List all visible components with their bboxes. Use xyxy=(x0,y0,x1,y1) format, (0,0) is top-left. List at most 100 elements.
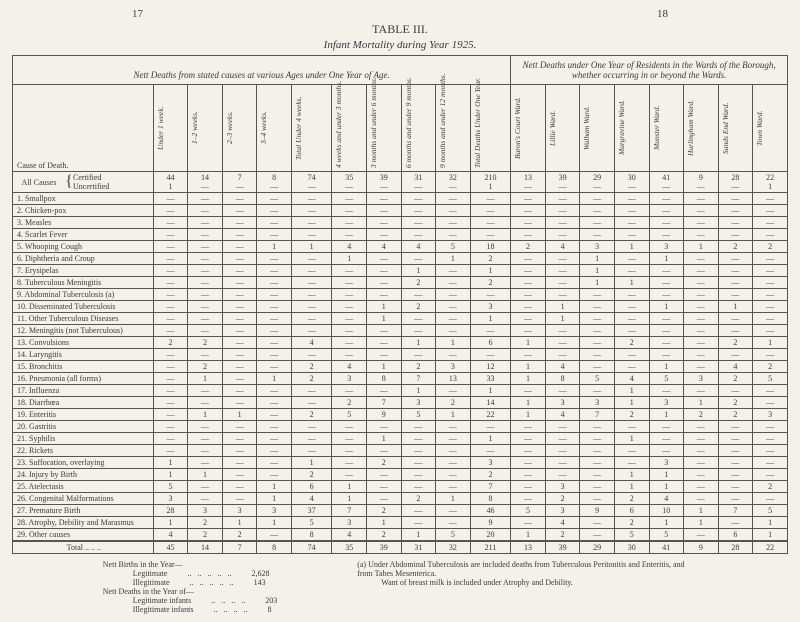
cause-row: 10. Disseminated Tuberculosis——————12—3—… xyxy=(13,301,788,313)
data-cell: 1 xyxy=(257,373,292,385)
data-cell: — xyxy=(332,421,367,433)
data-cell: 3 xyxy=(580,397,615,409)
cause-name: 6. Diphtheria and Croup xyxy=(13,253,154,265)
data-cell: 6 xyxy=(470,337,511,349)
data-cell: — xyxy=(332,313,367,325)
data-cell: — xyxy=(222,301,257,313)
data-cell: — xyxy=(684,469,719,481)
data-cell: — xyxy=(257,229,292,241)
total-cell: 29 xyxy=(580,541,615,554)
data-cell: — xyxy=(291,313,332,325)
data-cell: 1 xyxy=(401,385,436,397)
data-cell: — xyxy=(545,445,580,457)
data-cell: 7 xyxy=(401,373,436,385)
col-header: 3 months and under 6 months. xyxy=(369,86,378,170)
data-cell: — xyxy=(257,397,292,409)
all-causes-cell: 2101 xyxy=(470,172,511,193)
data-cell: 4 xyxy=(401,241,436,253)
data-cell: 1 xyxy=(188,409,223,421)
data-cell: — xyxy=(614,217,649,229)
data-cell: 1 xyxy=(366,433,401,445)
data-cell: 1 xyxy=(470,265,511,277)
data-cell: — xyxy=(332,469,367,481)
data-cell: — xyxy=(511,265,546,277)
data-cell: 6 xyxy=(614,505,649,517)
data-cell: 1 xyxy=(614,469,649,481)
total-cell: 211 xyxy=(470,541,511,554)
data-cell: — xyxy=(614,349,649,361)
data-cell: — xyxy=(291,445,332,457)
data-cell: — xyxy=(470,349,511,361)
data-cell: — xyxy=(153,385,188,397)
data-cell: 1 xyxy=(684,241,719,253)
col-header-cell: Total Under 4 weeks. xyxy=(291,85,332,172)
data-cell: — xyxy=(401,229,436,241)
data-cell: — xyxy=(470,445,511,457)
data-cell: — xyxy=(436,421,471,433)
data-cell: — xyxy=(511,385,546,397)
data-cell: — xyxy=(614,313,649,325)
data-cell: — xyxy=(718,265,753,277)
data-cell: 4 xyxy=(545,409,580,421)
data-cell: 2 xyxy=(614,409,649,421)
data-cell: 2 xyxy=(153,337,188,349)
data-cell: 1 xyxy=(436,253,471,265)
total-cell: 39 xyxy=(545,541,580,554)
data-cell: 1 xyxy=(401,337,436,349)
data-cell: — xyxy=(718,481,753,493)
data-cell: — xyxy=(580,361,615,373)
data-cell: — xyxy=(222,325,257,337)
data-cell: 2 xyxy=(188,361,223,373)
table-number: TABLE III. xyxy=(12,22,788,37)
cause-name: 25. Atelectasis xyxy=(13,481,154,493)
data-cell: — xyxy=(257,301,292,313)
page-right: 18 xyxy=(657,8,668,20)
data-cell: 6 xyxy=(291,481,332,493)
data-cell: — xyxy=(718,205,753,217)
data-cell: 2 xyxy=(684,409,719,421)
data-cell: 2 xyxy=(470,253,511,265)
data-cell: — xyxy=(470,289,511,301)
data-cell: 22 xyxy=(470,409,511,421)
cause-row: 11. Other Tuberculous Diseases——————1——1… xyxy=(13,313,788,325)
data-cell: — xyxy=(436,325,471,337)
cause-row: 24. Injury by Birth11——2————2———11——— xyxy=(13,469,788,481)
data-cell: 5 xyxy=(580,373,615,385)
data-cell: — xyxy=(753,205,788,217)
data-cell: — xyxy=(153,433,188,445)
col-header: 4 weeks and under 3 months. xyxy=(334,86,343,170)
data-cell: — xyxy=(580,517,615,529)
data-cell: — xyxy=(332,205,367,217)
col-header-cell: Baron's Court Ward. xyxy=(511,85,546,172)
data-cell: — xyxy=(718,469,753,481)
col-header-cell: 1–2 weeks. xyxy=(188,85,223,172)
data-cell: — xyxy=(511,193,546,205)
total-cell: 28 xyxy=(718,541,753,554)
data-cell: 1 xyxy=(511,373,546,385)
data-cell: — xyxy=(332,433,367,445)
data-cell: — xyxy=(222,205,257,217)
data-cell: 1 xyxy=(718,301,753,313)
data-cell: — xyxy=(511,445,546,457)
data-cell: 4 xyxy=(614,373,649,385)
col-header-cell: Lillie Ward. xyxy=(545,85,580,172)
data-cell: — xyxy=(222,493,257,505)
data-cell: — xyxy=(718,229,753,241)
data-cell: 1 xyxy=(649,409,684,421)
data-cell: — xyxy=(511,289,546,301)
data-cell: — xyxy=(366,493,401,505)
cause-row: 16. Pneumonia (all forms)—1—123871333185… xyxy=(13,373,788,385)
births-illegit-label: Illegitimate xyxy=(103,578,170,587)
cause-row: 5. Whooping Cough———1144451824313122 xyxy=(13,241,788,253)
data-cell: — xyxy=(649,289,684,301)
data-cell: — xyxy=(511,433,546,445)
data-cell: — xyxy=(153,277,188,289)
data-cell: — xyxy=(153,265,188,277)
cause-row: 13. Convulsions22——4——1161——2——21 xyxy=(13,337,788,349)
data-cell: 9 xyxy=(580,505,615,517)
data-cell: — xyxy=(257,325,292,337)
all-causes-cell: 41— xyxy=(649,172,684,193)
data-cell: 4 xyxy=(718,361,753,373)
data-cell: — xyxy=(511,481,546,493)
data-cell: 2 xyxy=(753,361,788,373)
